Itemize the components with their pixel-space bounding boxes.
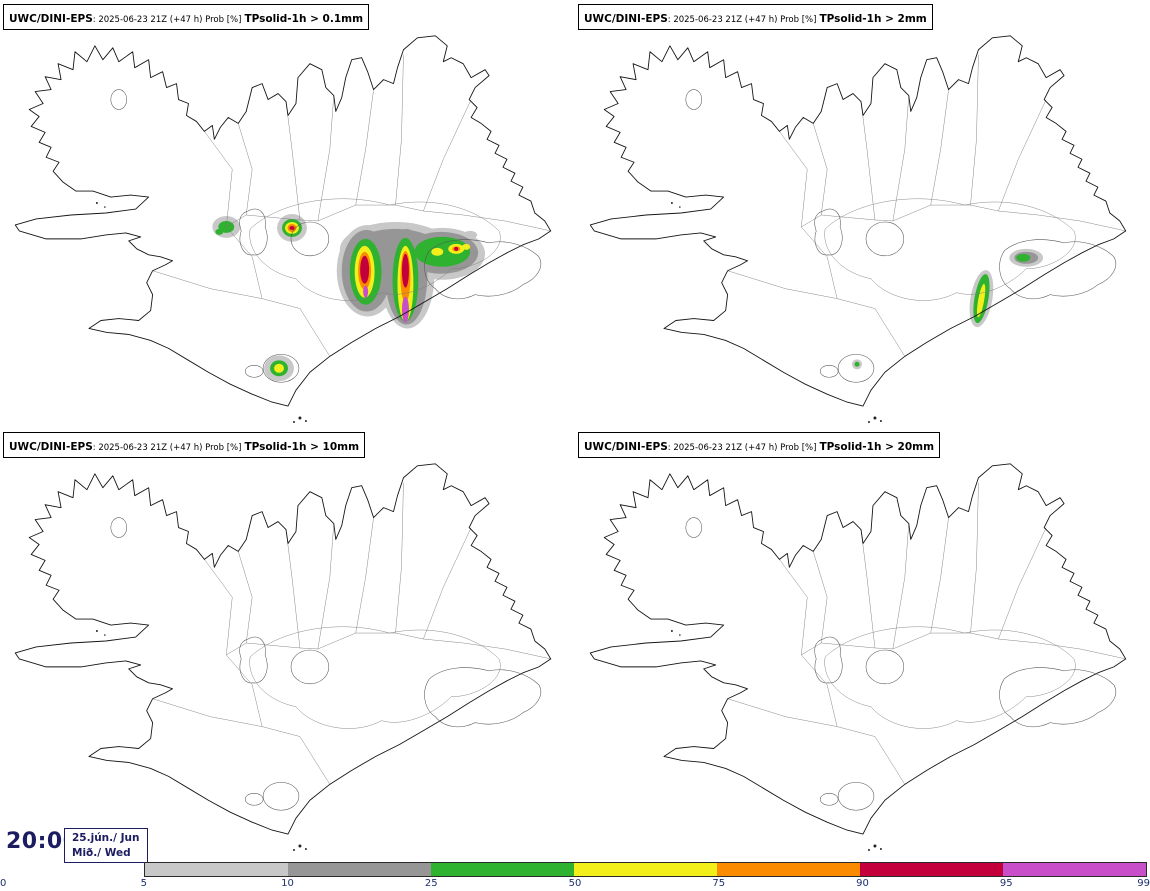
run-info: : 2025-06-23 21Z (+47 h) Prob [%] <box>92 15 242 25</box>
colorbar-tick: 90 <box>856 878 869 889</box>
map-tpsolid-2mm <box>589 17 1127 424</box>
model-label: UWC/DINI-EPS <box>584 441 668 453</box>
panel-prob-gt-20mm: UWC/DINI-EPS: 2025-06-23 21Z (+47 h) Pro… <box>575 428 1150 856</box>
panel-title: UWC/DINI-EPS: 2025-06-23 21Z (+47 h) Pro… <box>3 4 370 30</box>
colorbar-segment <box>573 863 717 876</box>
run-info: : 2025-06-23 21Z (+47 h) Prob [%] <box>667 15 817 25</box>
prob-area-50-75pct <box>976 283 986 318</box>
threshold-label: TPsolid-1h > 2mm <box>819 13 927 25</box>
colorbar-segment <box>430 863 574 876</box>
map-tpsolid-20mm <box>589 445 1127 852</box>
probability-shading <box>852 248 1044 370</box>
colorbar-tick: 25 <box>424 878 438 889</box>
valid-weekday: Mið./ Wed <box>72 846 131 859</box>
threshold-label: TPsolid-1h > 0.1mm <box>244 13 364 25</box>
valid-date: 25.jún./ Jun <box>72 832 140 844</box>
colorbar-tick: 75 <box>712 878 726 889</box>
colorbar-segment <box>1002 863 1146 876</box>
map-tpsolid-10mm <box>14 445 552 852</box>
prob-area-90-95pct <box>289 225 459 288</box>
valid-date-box: 25.jún./ Jun Mið./ Wed <box>64 828 148 864</box>
colorbar-labels: 0 5 10 25 50 75 90 95 99 <box>0 878 1150 891</box>
colorbar-tick: 95 <box>999 878 1013 889</box>
colorbar-segment <box>144 863 288 876</box>
colorbar-tick: 5 <box>140 878 147 889</box>
threshold-label: TPsolid-1h > 10mm <box>244 441 360 453</box>
map-tpsolid-0.1mm <box>14 17 552 424</box>
threshold-label: TPsolid-1h > 20mm <box>819 441 935 453</box>
panel-title: UWC/DINI-EPS: 2025-06-23 21Z (+47 h) Pro… <box>578 432 941 458</box>
colorbar-segments <box>143 862 1147 877</box>
probability-shading <box>212 214 486 382</box>
probability-colorbar <box>0 862 1150 877</box>
panel-prob-gt-10mm: UWC/DINI-EPS: 2025-06-23 21Z (+47 h) Pro… <box>0 428 575 856</box>
model-label: UWC/DINI-EPS <box>9 441 93 453</box>
prob-area-95-99pct <box>363 285 409 323</box>
panel-title: UWC/DINI-EPS: 2025-06-23 21Z (+47 h) Pro… <box>3 432 366 458</box>
colorbar-tick: 10 <box>281 878 294 889</box>
colorbar-tick: 50 <box>568 878 582 889</box>
colorbar-segment <box>287 863 431 876</box>
colorbar-segment <box>859 863 1003 876</box>
panel-prob-gt-0.1mm: UWC/DINI-EPS: 2025-06-23 21Z (+47 h) Pro… <box>0 0 575 428</box>
model-label: UWC/DINI-EPS <box>584 13 668 25</box>
colorbar-tick: 99 <box>1137 878 1150 889</box>
prob-area-25-50pct <box>854 253 1031 367</box>
run-info: : 2025-06-23 21Z (+47 h) Prob [%] <box>92 443 242 453</box>
panel-prob-gt-2mm: UWC/DINI-EPS: 2025-06-23 21Z (+47 h) Pro… <box>575 0 1150 428</box>
model-label: UWC/DINI-EPS <box>9 13 93 25</box>
prob-area-5-10pct <box>852 248 1044 370</box>
colorbar-tick: 0 <box>0 878 7 889</box>
map-grid: UWC/DINI-EPS: 2025-06-23 21Z (+47 h) Pro… <box>0 0 1150 856</box>
run-info: : 2025-06-23 21Z (+47 h) Prob [%] <box>667 443 817 453</box>
colorbar-segment <box>716 863 860 876</box>
panel-title: UWC/DINI-EPS: 2025-06-23 21Z (+47 h) Pro… <box>578 4 933 30</box>
